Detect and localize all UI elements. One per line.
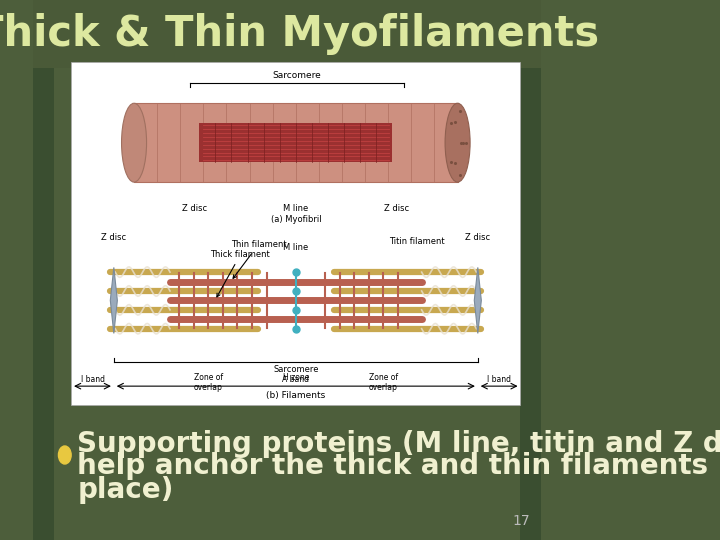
Text: M line: M line (283, 244, 308, 252)
Bar (520, 0, 541, 540)
Ellipse shape (445, 103, 470, 182)
Circle shape (58, 446, 71, 464)
Bar (33, 0, 541, 68)
Text: Titin filament: Titin filament (390, 237, 445, 246)
Text: Z disc: Z disc (102, 233, 127, 242)
Text: Thick & Thin Myofilaments: Thick & Thin Myofilaments (0, 13, 599, 55)
Text: Z disc: Z disc (384, 205, 410, 213)
Text: I band: I band (81, 375, 104, 384)
Text: Zone of
overlap: Zone of overlap (369, 373, 398, 392)
Text: Thick filament: Thick filament (210, 250, 270, 297)
Text: place): place) (78, 476, 174, 503)
Text: Z disc: Z disc (465, 233, 490, 242)
Text: help anchor the thick and thin filaments in: help anchor the thick and thin filaments… (78, 453, 720, 481)
Polygon shape (110, 267, 117, 333)
Text: Sarcomere: Sarcomere (273, 365, 318, 374)
Text: (b) Filaments: (b) Filaments (266, 391, 325, 400)
Ellipse shape (122, 103, 147, 182)
Text: Zone of
overlap: Zone of overlap (194, 373, 222, 392)
Bar (134, 103, 458, 182)
Bar (71, 62, 521, 405)
Text: Sarcomere: Sarcomere (273, 71, 321, 80)
Text: Thin filament: Thin filament (230, 240, 287, 278)
Polygon shape (474, 267, 482, 333)
Text: 17: 17 (513, 514, 530, 528)
Text: H zone: H zone (283, 373, 309, 382)
Text: M line: M line (283, 205, 308, 213)
Text: (a) Myofibril: (a) Myofibril (271, 215, 321, 225)
Text: Supporting proteins (M line, titin and Z disc: Supporting proteins (M line, titin and Z… (78, 429, 720, 457)
Bar (33, 0, 54, 540)
Text: I band: I band (487, 375, 511, 384)
Bar (199, 123, 392, 163)
Text: A band: A band (282, 375, 310, 384)
Text: Z disc: Z disc (182, 205, 207, 213)
